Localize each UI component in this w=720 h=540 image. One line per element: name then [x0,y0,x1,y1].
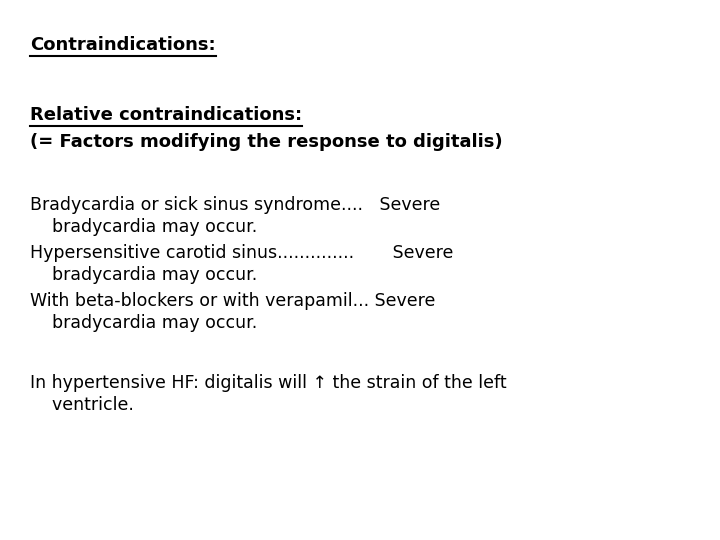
Text: bradycardia may occur.: bradycardia may occur. [30,266,257,284]
Text: bradycardia may occur.: bradycardia may occur. [30,314,257,332]
Text: (= Factors modifying the response to digitalis): (= Factors modifying the response to dig… [30,133,503,151]
Text: With beta-blockers or with verapamil... Severe: With beta-blockers or with verapamil... … [30,292,436,310]
Text: Hypersensitive carotid sinus..............       Severe: Hypersensitive carotid sinus............… [30,244,454,262]
Text: Contraindications:: Contraindications: [30,36,215,54]
Text: Bradycardia or sick sinus syndrome....   Severe: Bradycardia or sick sinus syndrome.... S… [30,196,440,214]
Text: In hypertensive HF: digitalis will ↑ the strain of the left: In hypertensive HF: digitalis will ↑ the… [30,374,507,392]
Text: Relative contraindications:: Relative contraindications: [30,106,302,124]
Text: bradycardia may occur.: bradycardia may occur. [30,218,257,236]
Text: ventricle.: ventricle. [30,396,134,414]
